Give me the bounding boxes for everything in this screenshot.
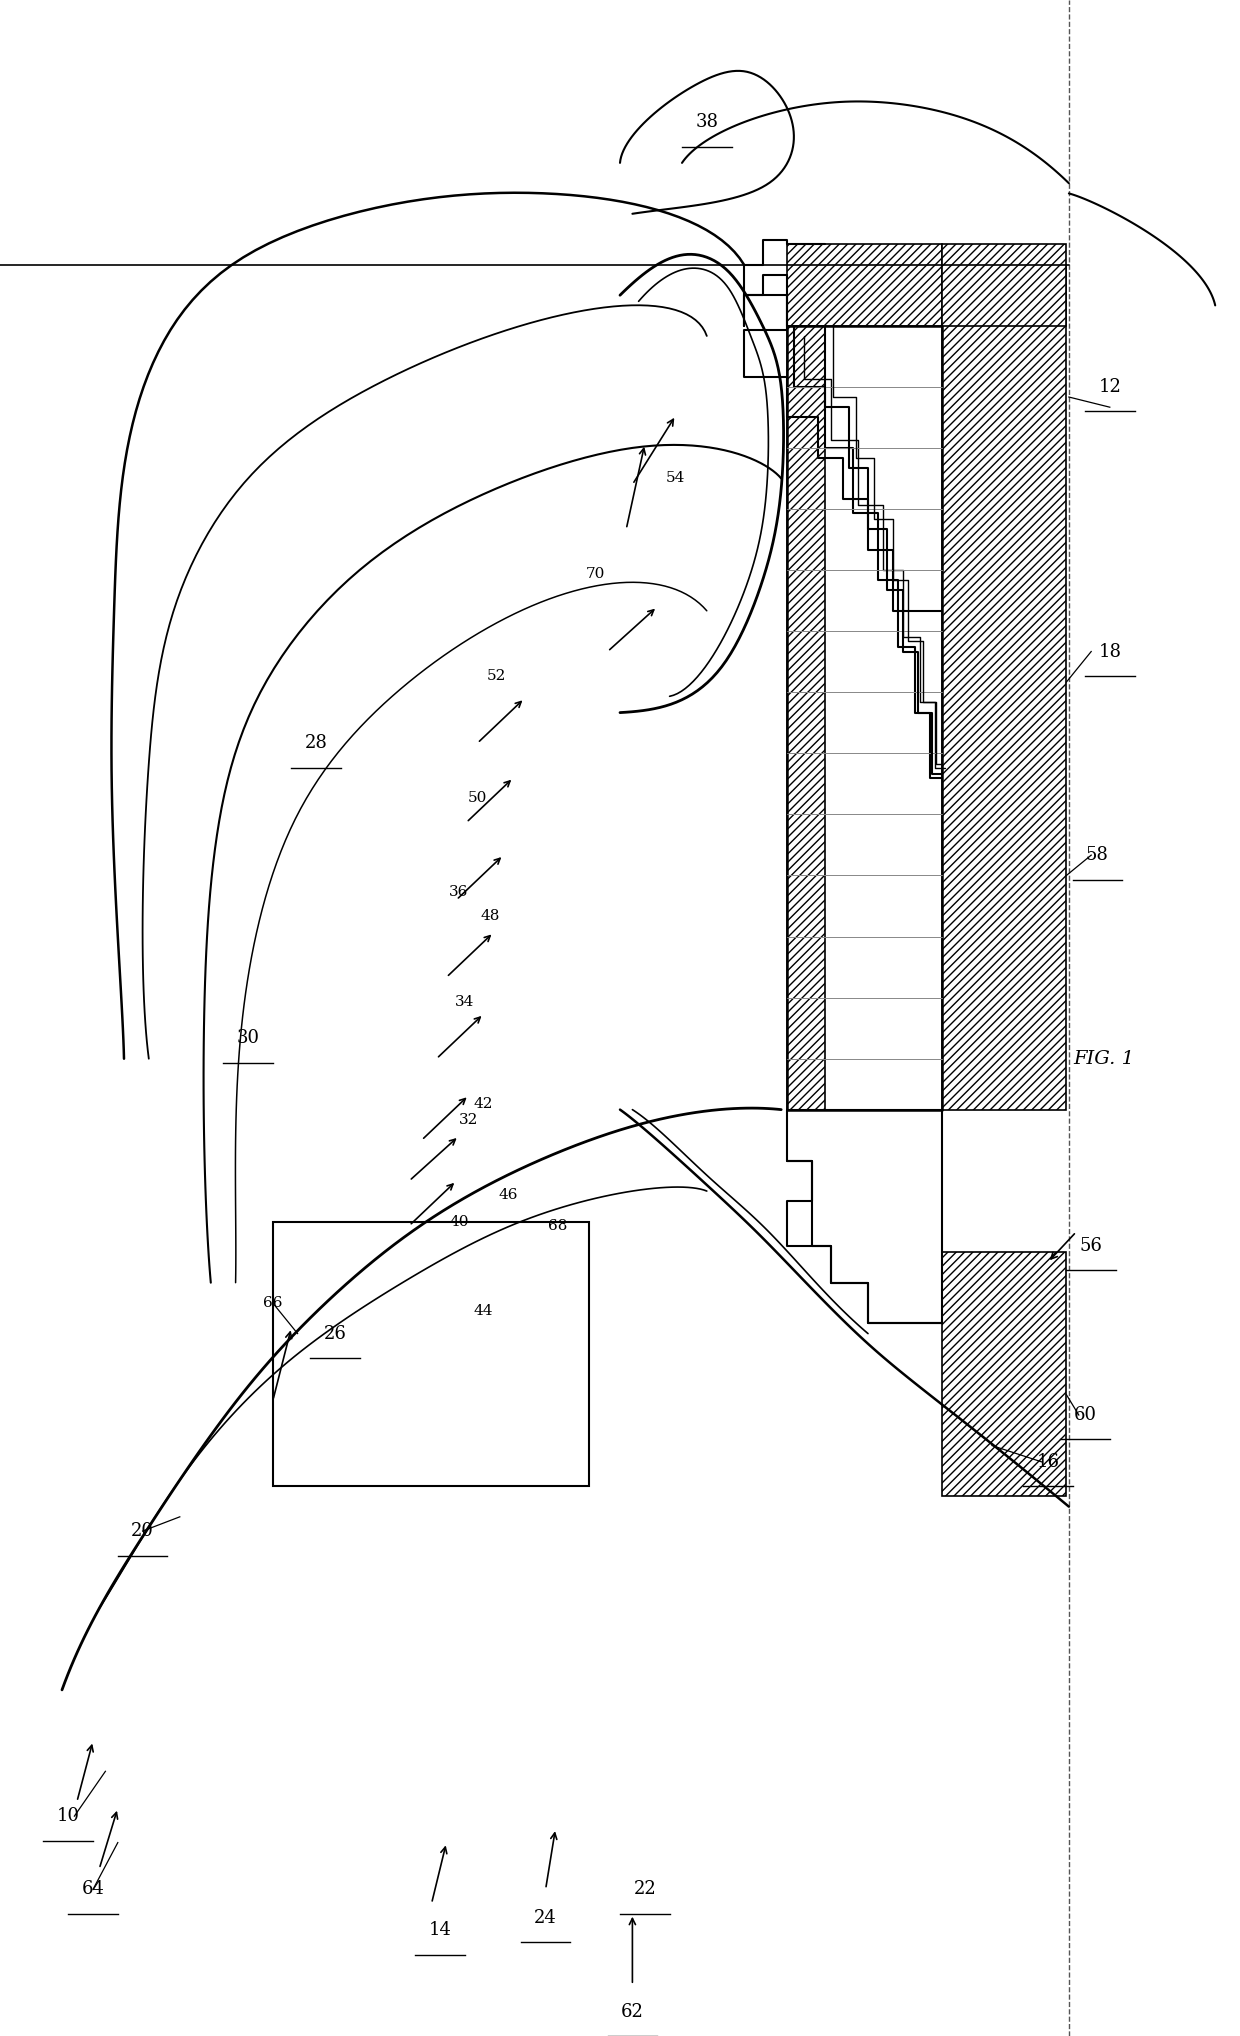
Bar [787, 326, 825, 1110]
Bar [942, 244, 1066, 326]
Text: 40: 40 [449, 1215, 469, 1228]
Text: 38: 38 [696, 114, 718, 130]
Text: 42: 42 [474, 1097, 494, 1110]
Text: 36: 36 [449, 886, 469, 898]
Text: 14: 14 [429, 1922, 451, 1938]
Text: 32: 32 [459, 1114, 479, 1126]
Text: 60: 60 [1074, 1407, 1096, 1423]
Text: 68: 68 [548, 1220, 568, 1232]
Text: 34: 34 [455, 996, 475, 1008]
Text: 70: 70 [585, 568, 605, 580]
Text: 30: 30 [237, 1030, 259, 1047]
Bar [787, 244, 942, 326]
Text: 22: 22 [634, 1881, 656, 1898]
Text: 64: 64 [82, 1881, 104, 1898]
Text: 26: 26 [324, 1325, 346, 1342]
Text: 44: 44 [474, 1305, 494, 1317]
Text: 54: 54 [666, 472, 686, 485]
Text: 28: 28 [305, 735, 327, 751]
Text: 50: 50 [467, 792, 487, 804]
Bar [273, 1222, 589, 1486]
Text: 56: 56 [1080, 1238, 1102, 1254]
Text: 58: 58 [1086, 847, 1109, 863]
Text: 16: 16 [1037, 1454, 1059, 1470]
Text: 10: 10 [57, 1808, 79, 1824]
Text: 48: 48 [480, 910, 500, 922]
Text: 24: 24 [534, 1910, 557, 1926]
Text: 18: 18 [1099, 643, 1121, 660]
Text: 46: 46 [498, 1189, 518, 1201]
Text: FIG. 1: FIG. 1 [1073, 1051, 1135, 1067]
Text: 20: 20 [131, 1523, 154, 1539]
Text: 62: 62 [621, 2003, 644, 2020]
Text: 52: 52 [486, 670, 506, 682]
Bar [942, 265, 1066, 1110]
Bar [942, 1252, 1066, 1496]
Text: 66: 66 [263, 1297, 283, 1309]
Text: 12: 12 [1099, 379, 1121, 395]
